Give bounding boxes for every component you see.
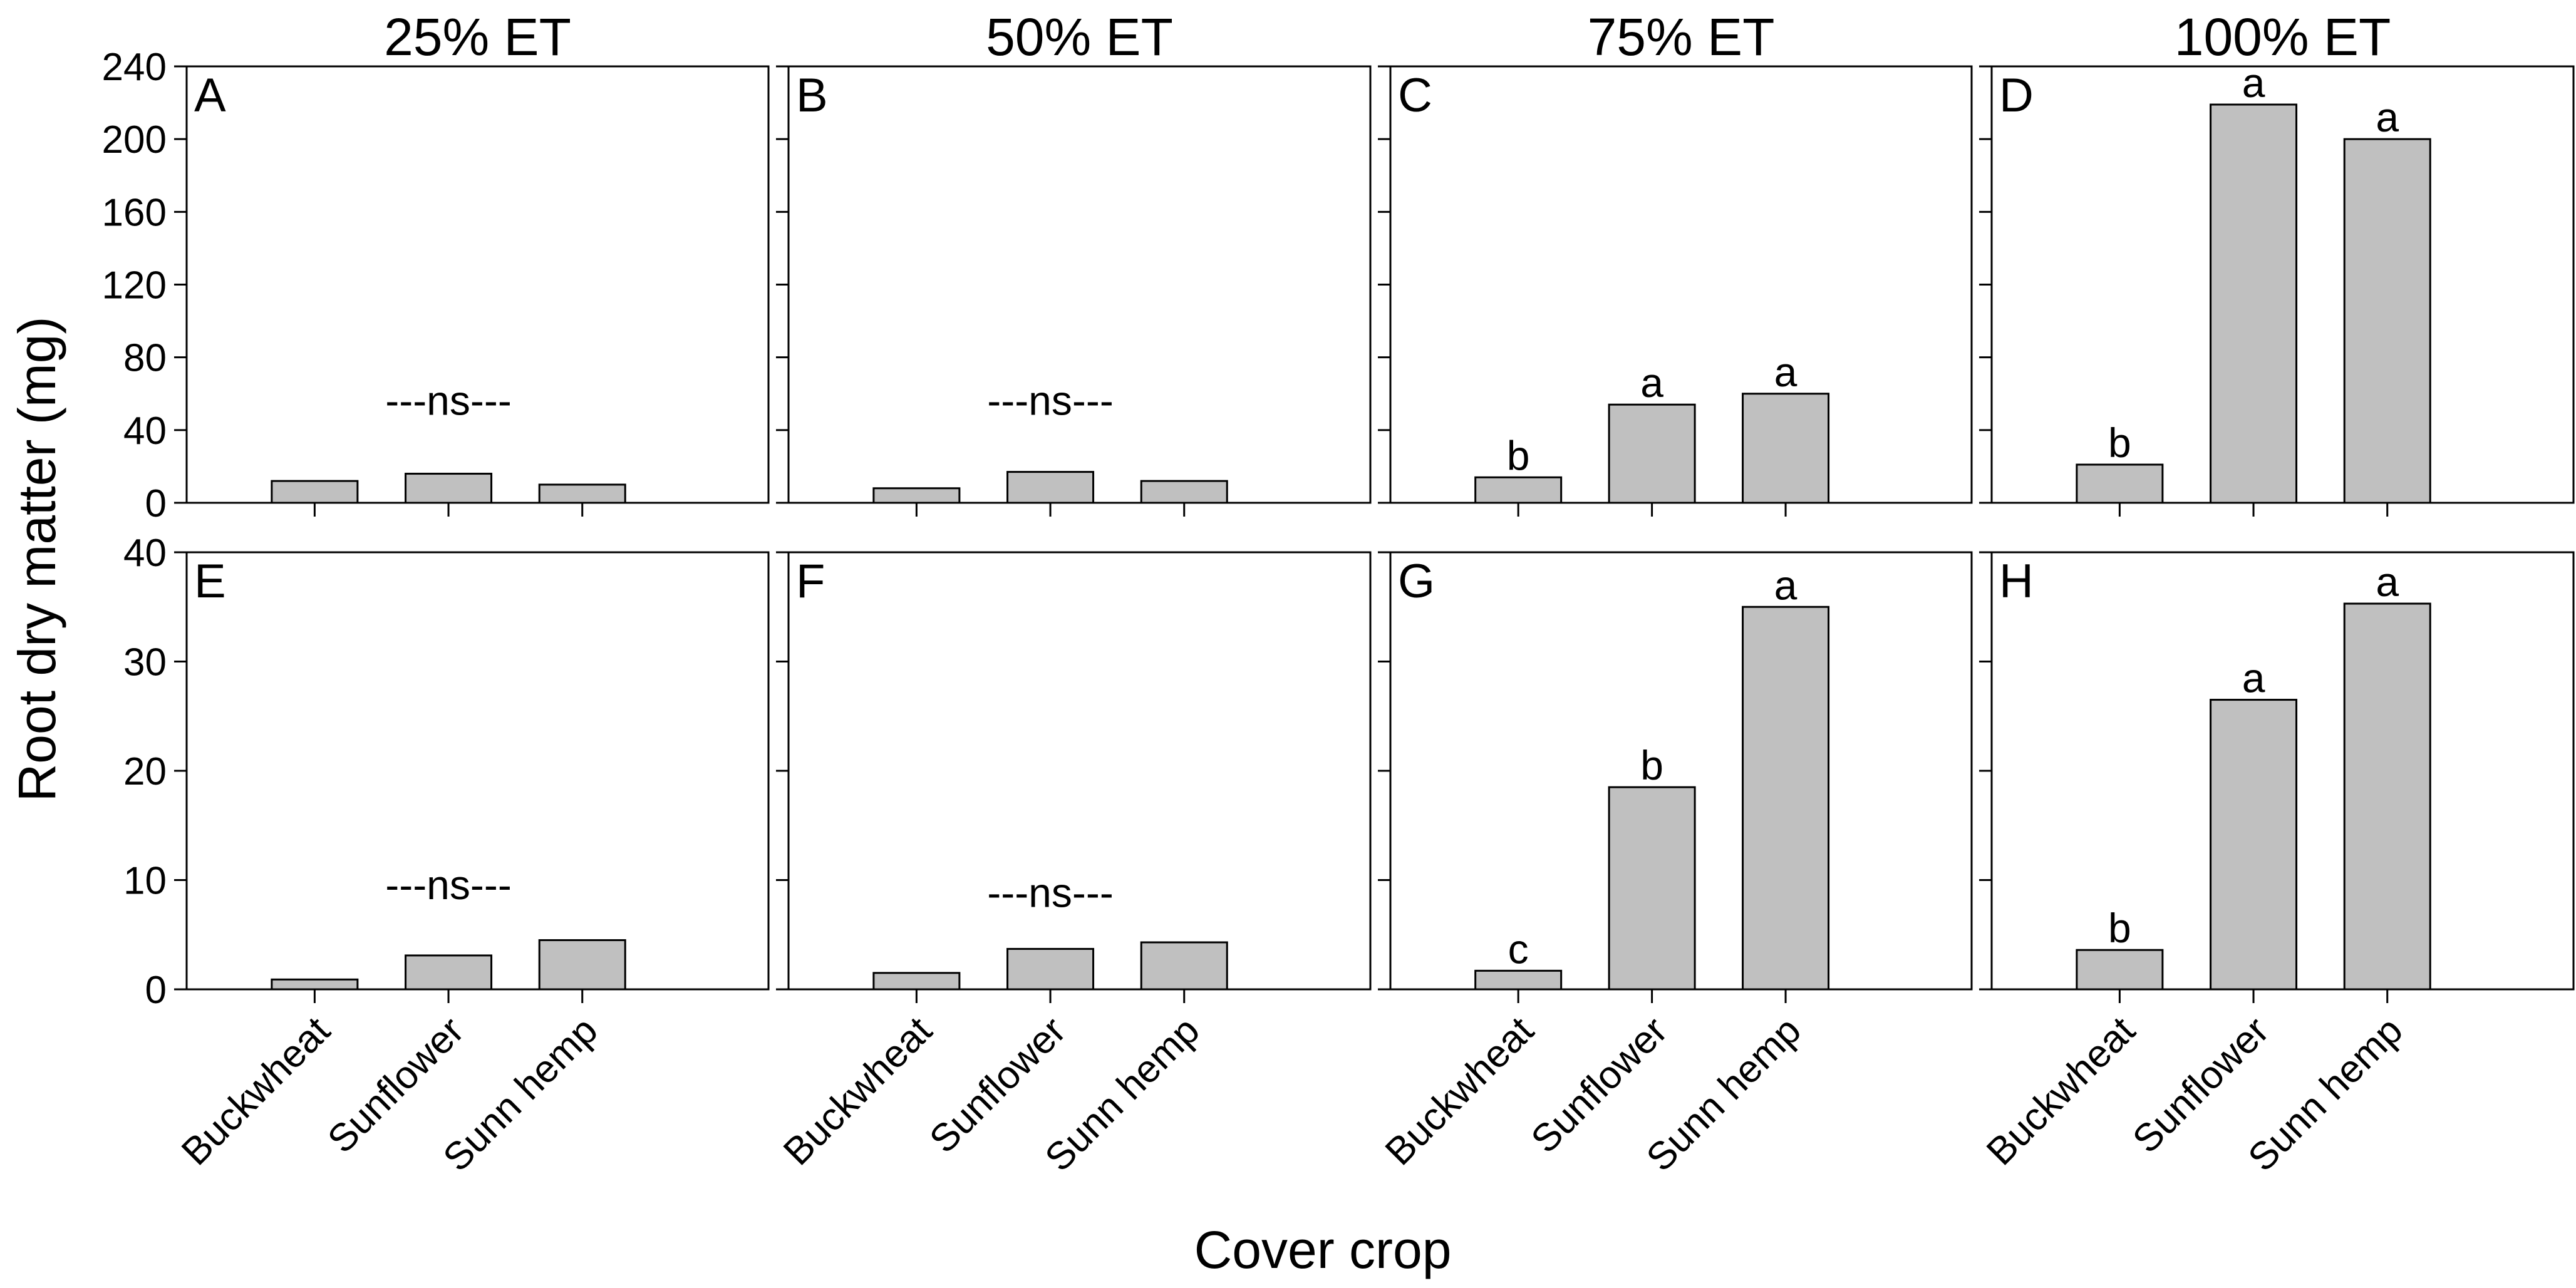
bar-sunn-hemp <box>1140 480 1228 504</box>
y-axis-label: Root dry matter (mg) <box>8 317 66 802</box>
bar-sunflower <box>1608 786 1696 991</box>
ns-annotation: ---ns--- <box>385 862 512 908</box>
x-axis-label: Cover crop <box>1194 1220 1452 1279</box>
significance-letter: a <box>2242 59 2265 106</box>
panel-letter: D <box>1999 69 2034 122</box>
significance-letter: a <box>2376 94 2399 140</box>
bar-buckwheat <box>2076 949 2164 991</box>
x-tick-label: Buckwheat <box>173 1009 338 1173</box>
bar-sunn-hemp <box>538 483 626 504</box>
y-tick-label: 40 <box>123 532 167 575</box>
bar-sunn-hemp <box>1140 941 1228 991</box>
bar-buckwheat <box>2076 463 2164 504</box>
y-tick-label: 160 <box>102 191 167 234</box>
bar-sunflower <box>2210 699 2298 991</box>
panel-frame <box>787 551 1372 991</box>
panel-letter: G <box>1398 555 1435 608</box>
significance-letter: a <box>2376 559 2399 605</box>
y-tick-label: 10 <box>123 860 167 903</box>
panel-letter: B <box>796 69 828 122</box>
panel-letter: F <box>796 555 825 608</box>
bar-sunn-hemp <box>2343 138 2431 504</box>
y-tick-label: 80 <box>123 337 167 380</box>
panel-frame <box>185 65 770 504</box>
y-tick-label: 0 <box>145 482 167 525</box>
panel-title: 75% ET <box>1588 8 1775 66</box>
significance-letter: a <box>1774 349 1798 395</box>
significance-letter: b <box>2108 905 2131 951</box>
bar-sunflower <box>405 954 493 991</box>
ns-annotation: ---ns--- <box>987 377 1114 423</box>
bar-sunn-hemp <box>1742 605 1830 991</box>
x-tick-label: Buckwheat <box>1377 1009 1542 1173</box>
bar-buckwheat <box>1474 476 1563 504</box>
y-tick-label: 120 <box>102 264 167 307</box>
panel-frame <box>185 551 770 991</box>
panel-b: 50% ET B ---ns--- <box>776 8 1372 517</box>
significance-letter: c <box>1508 925 1529 972</box>
panel-a: 25% ET A 0 40 80 120 160 200 240 ---ns--- <box>102 8 770 525</box>
panel-letter: H <box>1999 555 2034 608</box>
bar-sunflower <box>405 473 493 504</box>
y-tick-label: 0 <box>145 969 167 1012</box>
bar-sunn-hemp <box>2343 602 2431 991</box>
y-tick-label: 40 <box>123 410 167 453</box>
bar-sunn-hemp <box>538 939 626 991</box>
x-tick-label: Buckwheat <box>775 1009 940 1173</box>
panel-title: 100% ET <box>2175 8 2391 66</box>
bar-buckwheat <box>271 480 359 504</box>
panel-frame <box>787 65 1372 504</box>
significance-letter: a <box>2242 655 2265 701</box>
bar-buckwheat <box>872 972 961 991</box>
panel-d: 100% ET Db a a <box>1979 8 2575 517</box>
significance-letter: a <box>1640 359 1663 406</box>
bar-buckwheat <box>1474 969 1563 991</box>
bar-buckwheat <box>872 487 961 504</box>
panel-c: 75% ET Cb a a <box>1378 8 1973 517</box>
bar-sunn-hemp <box>1742 393 1830 504</box>
x-tick-label: Buckwheat <box>1979 1009 2143 1173</box>
panel-title: 50% ET <box>986 8 1173 66</box>
panel-letter: E <box>194 555 226 608</box>
y-tick-label: 200 <box>102 118 167 162</box>
y-tick-label: 240 <box>102 46 167 89</box>
panel-letter: C <box>1398 69 1432 122</box>
panel-letter: A <box>194 69 226 122</box>
bar-sunflower <box>1006 471 1095 504</box>
y-tick-label: 30 <box>123 641 167 684</box>
significance-letter: b <box>2108 420 2131 466</box>
ns-annotation: ---ns--- <box>987 869 1114 915</box>
bar-buckwheat <box>271 978 359 991</box>
ns-annotation: ---ns--- <box>385 377 512 423</box>
significance-letter: a <box>1774 562 1798 608</box>
significance-letter: b <box>1640 742 1663 788</box>
significance-letter: b <box>1507 432 1530 478</box>
bar-sunflower <box>1608 403 1696 504</box>
y-tick-label: 20 <box>123 750 167 793</box>
panel-title: 25% ET <box>384 8 571 66</box>
bar-sunflower <box>2210 103 2298 504</box>
bar-sunflower <box>1006 947 1095 991</box>
